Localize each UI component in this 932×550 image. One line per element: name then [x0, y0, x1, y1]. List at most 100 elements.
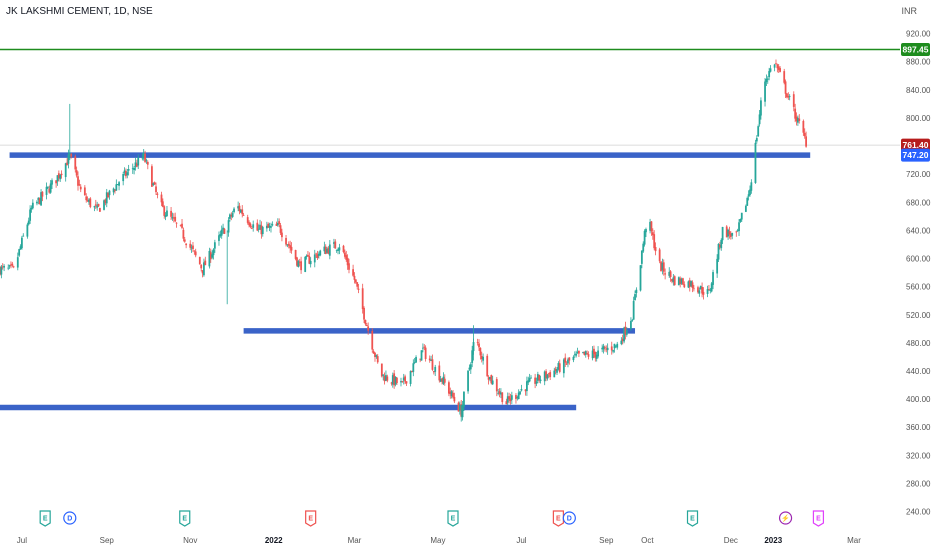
candle-body: [658, 249, 661, 262]
candle-body: [352, 269, 354, 276]
candle-body: [415, 357, 417, 363]
candle-body: [103, 200, 105, 210]
candle-body: [519, 391, 521, 395]
candle-body: [431, 359, 434, 370]
candle-body: [309, 260, 312, 265]
currency-label: INR: [901, 6, 918, 16]
candle-body: [660, 261, 662, 272]
candle-body: [18, 249, 21, 256]
candle-body: [635, 289, 638, 294]
candle-body: [620, 340, 623, 345]
event-label: E: [816, 516, 821, 523]
candle-body: [643, 230, 646, 245]
candle-body: [209, 252, 212, 260]
candle-body: [624, 326, 627, 335]
candle-body: [604, 347, 606, 349]
candle-body: [239, 209, 242, 213]
price-tick-label: 800.00: [906, 114, 931, 123]
candle-body: [728, 231, 731, 235]
candle-body: [298, 261, 301, 263]
candle-body: [161, 201, 164, 207]
candle-body: [287, 243, 290, 246]
candle-body: [230, 214, 233, 217]
candle-body: [222, 227, 224, 230]
candle-body: [795, 116, 798, 122]
candle-body: [458, 404, 461, 411]
candle-body: [55, 180, 58, 184]
candle-body: [261, 227, 264, 235]
candle-body: [395, 377, 398, 384]
candle-body: [107, 192, 110, 198]
event-label: E: [308, 516, 313, 523]
candle-body: [375, 355, 378, 357]
candle-body: [805, 136, 807, 147]
candle-body: [372, 351, 375, 354]
candle-body: [171, 217, 174, 219]
candle-body: [664, 273, 667, 275]
price-axis: 920.00 880.00 840.00 800.00 720.00 680.00 640.…: [906, 30, 931, 517]
candle-body: [241, 209, 244, 215]
candle-body: [567, 359, 569, 364]
candle-body: [597, 350, 599, 357]
price-tick-label: 440.00: [906, 367, 931, 376]
candle-body: [740, 212, 743, 220]
candle-body: [576, 352, 579, 353]
candle-body: [174, 216, 177, 222]
candle-body: [554, 368, 557, 371]
candle-body: [16, 257, 19, 268]
candle-body: [755, 138, 758, 142]
candle-body: [343, 252, 346, 257]
candle-body: [51, 180, 53, 185]
candle-body: [285, 237, 287, 245]
candle-body: [482, 356, 485, 361]
candle-body: [738, 222, 740, 232]
candle-body: [527, 380, 530, 383]
candle-body: [37, 197, 40, 201]
candle-body: [59, 174, 62, 180]
candle-body: [434, 366, 437, 372]
candle-body: [413, 362, 416, 363]
candle-body: [47, 186, 49, 188]
candle-body: [443, 378, 446, 383]
candle-body: [528, 378, 531, 382]
candle-body: [333, 242, 335, 244]
candle-body: [710, 283, 713, 292]
candle-body: [500, 392, 502, 395]
event-label: D: [67, 516, 72, 523]
candle-body: [671, 279, 673, 282]
candle-body: [558, 363, 561, 372]
candle-body: [421, 347, 424, 349]
candle-body: [709, 289, 712, 291]
event-marker-dividend: [562, 511, 576, 525]
candle-body: [203, 262, 205, 276]
price-tick-label: 600.00: [906, 255, 931, 264]
candle-body: [442, 376, 445, 384]
candle-body: [424, 347, 427, 359]
candle-body: [476, 341, 479, 343]
time-tick-label: Nov: [183, 536, 197, 545]
candle-body: [612, 350, 615, 352]
candle-body: [776, 64, 779, 69]
candle-body: [134, 162, 137, 167]
event-marker-earnings-past: [39, 510, 51, 527]
chart-title: JK LAKSHMI CEMENT, 1D, NSE: [6, 6, 153, 17]
event-marker-earnings-miss: [552, 510, 564, 527]
candle-body: [41, 191, 44, 197]
candle-body: [438, 365, 441, 381]
candle-body: [582, 351, 584, 353]
candle-body: [127, 169, 130, 171]
candle-body: [594, 351, 597, 358]
time-tick-label: Sep: [100, 536, 115, 545]
candle-body: [534, 377, 537, 384]
candle-body: [682, 278, 684, 285]
candle-body: [673, 276, 676, 285]
candle-body: [739, 218, 742, 222]
candle-body: [420, 350, 423, 361]
candle-body: [29, 209, 32, 221]
candle-body: [20, 237, 23, 249]
candle-body: [546, 374, 549, 379]
candle-body: [515, 395, 517, 399]
candle-body: [182, 229, 185, 239]
candle-body: [208, 250, 211, 267]
